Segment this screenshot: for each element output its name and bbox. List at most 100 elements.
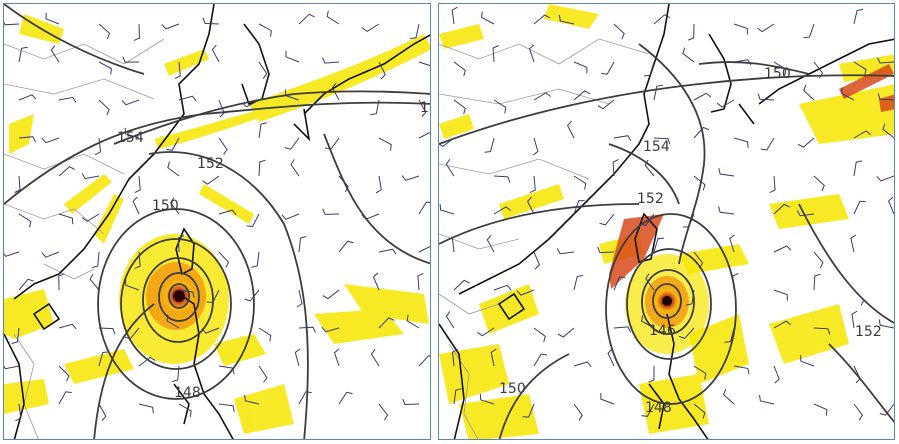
contour-label: 152 — [197, 156, 224, 172]
wind-barb — [773, 365, 780, 384]
wind-barb — [853, 130, 872, 139]
wind-barb — [98, 23, 111, 40]
wind-barb — [557, 327, 575, 338]
wind-barb — [573, 90, 591, 101]
wind-barb — [178, 289, 195, 299]
wind-barb — [133, 23, 141, 41]
wind-barb — [645, 273, 655, 291]
wind-barb — [573, 61, 588, 74]
wind-barb — [876, 175, 894, 182]
wind-barb — [244, 289, 260, 302]
wind-barb — [246, 213, 260, 228]
wind-barb — [573, 175, 587, 190]
wind-barb — [493, 99, 507, 114]
wind-barb — [600, 393, 615, 405]
wind-barb — [202, 175, 220, 185]
wind-barb — [121, 99, 140, 106]
wind-barb — [402, 398, 420, 406]
wind-barb — [298, 391, 312, 405]
wind-barb — [773, 320, 792, 329]
wind-barb — [258, 159, 266, 177]
wind-barb — [18, 46, 28, 63]
wind-barb — [322, 289, 340, 300]
wind-barb — [522, 403, 535, 418]
wind-barb — [202, 17, 220, 25]
wind-barb — [167, 161, 180, 177]
wind-barb — [451, 234, 458, 253]
wind-barb — [284, 137, 300, 150]
wind-barb — [218, 251, 230, 268]
wind-barb — [298, 13, 315, 25]
wind-barb — [853, 403, 864, 421]
wind-barb — [613, 276, 626, 291]
wind-barb — [800, 355, 815, 367]
wind-barb — [573, 361, 592, 368]
wind-barb — [418, 99, 427, 118]
wind-barb — [533, 327, 546, 343]
wind-barb — [678, 327, 695, 339]
wind-barb — [685, 289, 695, 306]
wind-barb — [597, 99, 615, 110]
wind-barb — [201, 327, 220, 334]
wind-barb — [58, 96, 77, 103]
wind-barb — [174, 61, 181, 80]
wind-barb — [481, 11, 495, 25]
wind-barb — [178, 403, 192, 417]
wind-barb — [484, 137, 495, 153]
wind-barb — [284, 89, 300, 101]
contour-label: 154 — [643, 139, 670, 155]
wind-barb — [882, 123, 894, 139]
wind-barb — [378, 403, 389, 421]
wind-barb — [439, 203, 455, 215]
wind-barb — [296, 289, 303, 308]
wind-barb — [451, 348, 459, 367]
wind-barb — [729, 234, 735, 253]
contour-label: 150 — [499, 381, 526, 397]
wind-barb — [493, 175, 511, 183]
wind-barb — [653, 137, 671, 145]
wind-barb — [601, 61, 615, 75]
wind-barb — [803, 23, 815, 38]
wind-barb — [853, 61, 867, 76]
wind-barb — [759, 394, 775, 405]
wind-barb — [14, 175, 21, 193]
wind-barb — [888, 196, 894, 215]
contour-labels-right: 150 154 152 146 152 150 148 — [499, 66, 882, 416]
wind-barb — [378, 137, 392, 151]
wind-barb — [533, 251, 540, 270]
wind-barb — [244, 394, 260, 405]
wind-barb — [333, 348, 340, 367]
wind-barb — [177, 235, 185, 253]
wind-barb — [757, 23, 775, 33]
wind-barb — [18, 136, 37, 143]
weather-map-right: 150 154 152 146 152 150 148 — [439, 4, 894, 439]
wind-barb — [639, 213, 655, 226]
map-panel-left: 154 152 150 148 1 — [3, 3, 431, 440]
wind-barb — [733, 137, 749, 148]
wind-barb — [11, 327, 20, 344]
wind-barb — [773, 203, 790, 215]
wind-barb — [401, 175, 420, 181]
wind-barb — [241, 99, 260, 108]
wind-shading-right — [439, 4, 894, 439]
wind-barb — [338, 175, 349, 193]
wind-barb — [893, 366, 894, 367]
wind-barb — [893, 290, 894, 291]
wind-barb — [134, 251, 141, 270]
wind-barb — [533, 92, 552, 101]
wind-barb — [533, 14, 551, 25]
wind-barb — [294, 348, 301, 367]
wind-barb — [644, 159, 655, 177]
wind-barb — [653, 84, 663, 101]
wind-barb — [796, 210, 815, 217]
wind-barb — [166, 137, 180, 151]
wind-barb — [682, 47, 695, 63]
contour-label: 150 — [764, 66, 791, 82]
wind-barb — [693, 251, 704, 269]
wind-barb — [338, 391, 353, 405]
wind-barb — [91, 251, 100, 269]
wind-barb — [757, 93, 775, 101]
wind-barb — [879, 403, 894, 416]
wind-barb — [338, 240, 354, 253]
wind-barb — [258, 23, 272, 37]
